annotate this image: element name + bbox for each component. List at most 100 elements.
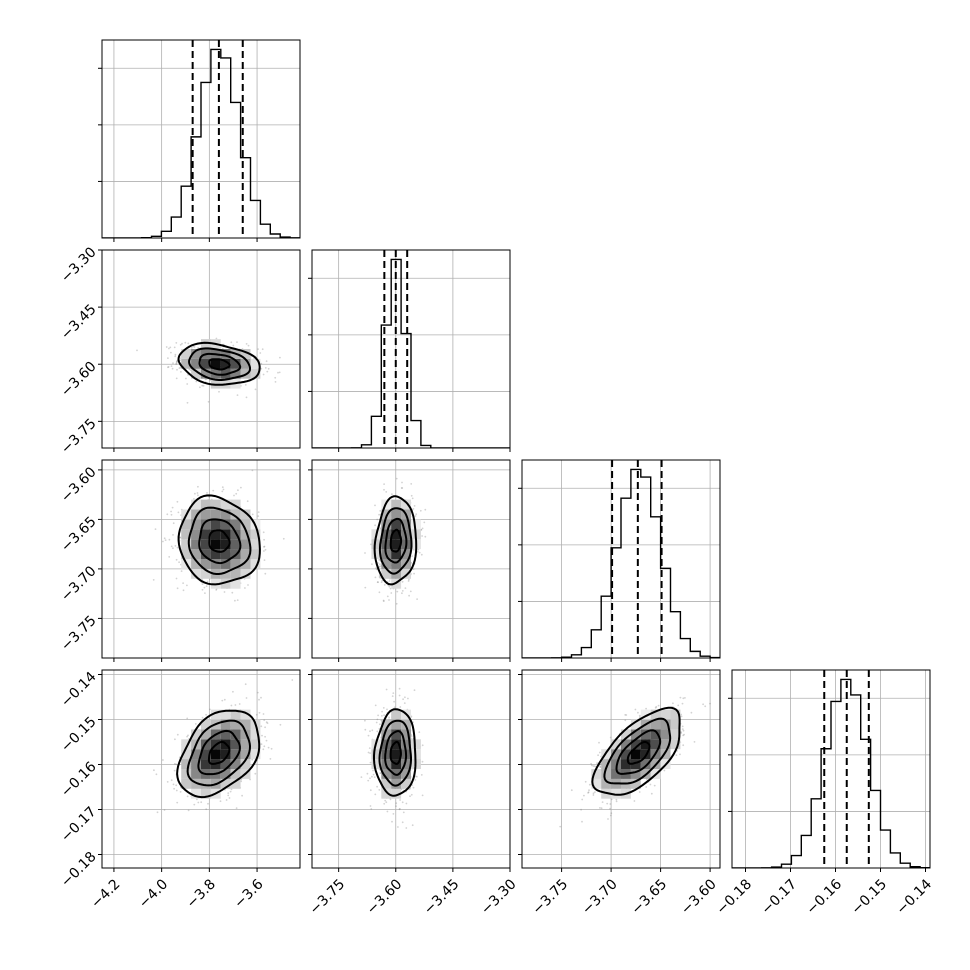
scatter-point	[221, 486, 224, 489]
scatter-point	[654, 706, 657, 709]
scatter-point	[598, 741, 600, 744]
scatter-point	[369, 752, 371, 754]
density-cell	[630, 749, 641, 760]
scatter-point	[420, 774, 423, 776]
scatter-point	[624, 719, 627, 722]
scatter-point	[704, 705, 707, 708]
panel-frame	[101, 249, 301, 449]
scatter-point	[655, 705, 658, 708]
scatter-point	[263, 559, 266, 561]
scatter-point	[187, 809, 190, 812]
scatter-point	[208, 496, 211, 498]
scatter-point	[367, 779, 370, 782]
density-cell	[230, 749, 241, 760]
scatter-point	[195, 380, 198, 383]
density-cell	[250, 729, 261, 740]
y-tick-label: −3.75	[58, 613, 100, 655]
scatter-point	[187, 374, 189, 376]
y-tick-label: −0.15	[58, 714, 100, 756]
density-cell	[181, 529, 192, 540]
density-cell	[191, 759, 201, 769]
density-cell	[181, 549, 192, 559]
scatter-point	[277, 371, 279, 374]
scatter-point	[599, 765, 602, 768]
scatter-point	[237, 489, 239, 492]
density-cell	[210, 539, 221, 550]
density-cell	[381, 519, 392, 530]
scatter-point	[596, 762, 598, 765]
density-cell	[210, 519, 221, 530]
scatter-point	[624, 714, 627, 716]
scatter-point	[360, 776, 363, 778]
scatter-point	[364, 552, 366, 554]
scatter-point	[372, 773, 375, 776]
scatter-point	[236, 394, 239, 396]
density-cell	[220, 559, 231, 569]
scatter-point	[412, 508, 415, 510]
scatter-point	[421, 744, 424, 747]
scatter-point	[180, 570, 183, 572]
scatter-point	[679, 696, 682, 699]
scatter-point	[680, 715, 683, 718]
scatter-point	[185, 377, 187, 380]
scatter-point	[371, 563, 373, 566]
scatter-point	[260, 696, 262, 699]
scatter-point	[238, 703, 241, 705]
scatter-point	[379, 563, 381, 566]
scatter-point	[407, 580, 410, 582]
scatter-point	[175, 789, 178, 792]
y-tick-label: −0.18	[58, 849, 100, 891]
scatter-point	[181, 342, 183, 345]
scatter-point	[379, 510, 382, 512]
scatter-point	[581, 820, 583, 823]
density-cell	[191, 358, 201, 369]
scatter-point	[657, 704, 660, 707]
scatter-point	[376, 730, 379, 733]
scatter-point	[391, 820, 393, 823]
scatter-point	[590, 762, 592, 765]
scatter-point	[245, 396, 248, 399]
density-cell	[181, 769, 192, 779]
scatter-point	[222, 488, 225, 491]
density-cell	[660, 719, 671, 730]
scatter-point	[256, 691, 259, 694]
density-cell	[591, 778, 602, 789]
scatter-point	[684, 697, 686, 699]
density-cell	[201, 368, 211, 379]
scatter-point	[263, 719, 266, 721]
scatter-point	[681, 725, 684, 728]
scatter-point	[201, 583, 204, 585]
scatter-point	[414, 515, 417, 517]
scatter-point	[186, 717, 189, 720]
density-cell	[391, 729, 402, 740]
scatter-point	[639, 716, 641, 719]
scatter-point	[702, 703, 704, 706]
density-cell	[401, 499, 411, 510]
density-cell	[391, 499, 402, 510]
density-cell	[191, 499, 201, 510]
density-cell	[391, 788, 402, 799]
density-cell	[181, 358, 192, 369]
density-cell	[201, 568, 211, 579]
scatter-point	[590, 764, 593, 767]
scatter-point	[375, 721, 378, 724]
scatter-point	[374, 704, 377, 707]
scatter-point	[376, 581, 379, 583]
scatter-point	[366, 772, 369, 775]
scatter-point	[369, 761, 372, 764]
scatter-point	[184, 341, 187, 344]
scatter-point	[234, 704, 237, 706]
scatter-point	[609, 814, 612, 817]
scatter-point	[418, 731, 421, 733]
scatter-point	[416, 550, 419, 553]
scatter-point	[421, 535, 423, 537]
scatter-point	[413, 505, 416, 507]
density-cell	[250, 529, 261, 540]
density-cell	[230, 539, 241, 550]
scatter-point	[204, 592, 206, 594]
scatter-point	[395, 477, 398, 480]
density-cell	[391, 709, 402, 720]
scatter-point	[378, 559, 381, 562]
y-tick-label: −3.70	[58, 563, 100, 605]
scatter-point	[382, 600, 385, 602]
